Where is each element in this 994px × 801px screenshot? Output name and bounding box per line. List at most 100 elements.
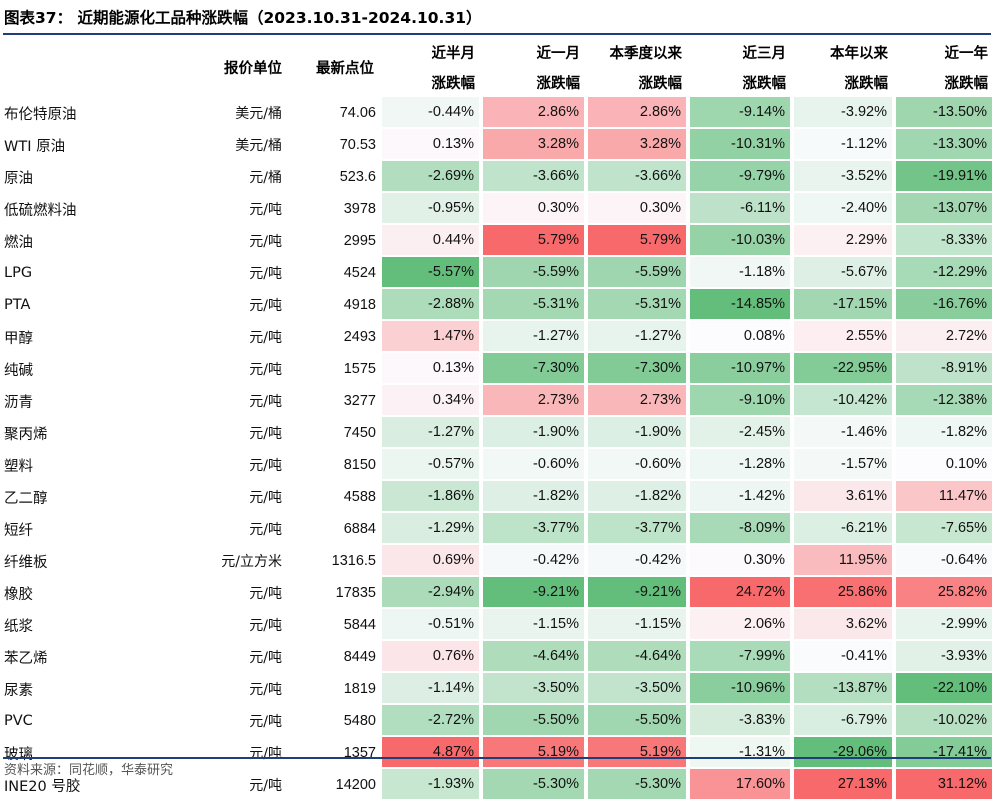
product-name: WTI 原油: [4, 138, 66, 155]
change-cell: -13.87%: [792, 673, 894, 705]
latest-price: 14200: [335, 777, 376, 793]
change-cell: -3.77%: [586, 513, 688, 545]
table-row: 短纤 元/吨 6884 -1.29% -3.77% -3.77% -8.09% -6.21% -…: [0, 513, 994, 545]
change-cell: -0.57%: [380, 449, 481, 481]
change-cell: 5.79%: [586, 225, 688, 257]
change-cell: -3.52%: [792, 161, 894, 193]
change-cell: -0.42%: [481, 545, 586, 577]
product-name: PVC: [4, 713, 33, 729]
change-cell: -9.79%: [688, 161, 792, 193]
change-cell: 0.13%: [380, 353, 481, 385]
change-cell: 11.47%: [894, 481, 994, 513]
change-cell: -1.31%: [688, 737, 792, 769]
change-cell: 0.08%: [688, 321, 792, 353]
change-cell: -1.27%: [586, 321, 688, 353]
product-name: 橡胶: [4, 586, 33, 603]
change-cell: -7.65%: [894, 513, 994, 545]
change-cell: 4.87%: [380, 737, 481, 769]
change-cell: 2.86%: [481, 97, 586, 129]
quote-unit: 美元/桶: [235, 106, 282, 122]
table-row: WTI 原油 美元/桶 70.53 0.13% 3.28% 3.28% -10.31% -1.…: [0, 129, 994, 161]
change-cell: -2.94%: [380, 577, 481, 609]
change-cell: -0.44%: [380, 97, 481, 129]
change-cell: -9.21%: [586, 577, 688, 609]
table-row: 聚丙烯 元/吨 7450 -1.27% -1.90% -1.90% -2.45% -1.46%…: [0, 417, 994, 449]
header-name-blank-2: [0, 67, 200, 97]
change-cell: 0.69%: [380, 545, 481, 577]
change-cell: 0.30%: [688, 545, 792, 577]
table-row: 甲醇 元/吨 2493 1.47% -1.27% -1.27% 0.08% 2.55% 2.72…: [0, 321, 994, 353]
change-cell: -5.59%: [586, 257, 688, 289]
change-cell: -9.21%: [481, 577, 586, 609]
change-cell: -2.99%: [894, 609, 994, 641]
change-cell: -10.97%: [688, 353, 792, 385]
change-cell: -6.79%: [792, 705, 894, 737]
change-cell: 2.73%: [586, 385, 688, 417]
product-name: 低硫燃料油: [4, 202, 77, 219]
header-name-blank: [0, 37, 200, 67]
quote-unit: 元/立方米: [221, 554, 282, 570]
change-cell: -17.15%: [792, 289, 894, 321]
latest-price: 4588: [343, 489, 376, 505]
product-name: 纯碱: [4, 362, 33, 379]
change-cell: -8.91%: [894, 353, 994, 385]
change-cell: 2.86%: [586, 97, 688, 129]
change-cell: 3.28%: [481, 129, 586, 161]
latest-price: 2493: [343, 329, 376, 345]
change-cell: -5.30%: [586, 769, 688, 801]
change-cell: -1.27%: [481, 321, 586, 353]
table-row: 乙二醇 元/吨 4588 -1.86% -1.82% -1.82% -1.42% 3.61% 1…: [0, 481, 994, 513]
change-cell: -19.91%: [894, 161, 994, 193]
change-cell: -10.42%: [792, 385, 894, 417]
change-cell: -1.46%: [792, 417, 894, 449]
change-cell: -3.66%: [481, 161, 586, 193]
header-unit: 报价单位: [224, 60, 282, 77]
change-cell: 25.82%: [894, 577, 994, 609]
quote-unit: 元/吨: [249, 394, 282, 410]
quote-unit: 元/吨: [249, 234, 282, 250]
table-row: 橡胶 元/吨 17835 -2.94% -9.21% -9.21% 24.72% 25.86%…: [0, 577, 994, 609]
figure-title: 图表37： 近期能源化工品种涨跌幅（2023.10.31-2024.10.31）: [4, 9, 482, 27]
quote-unit: 元/吨: [249, 330, 282, 346]
change-cell: -7.99%: [688, 641, 792, 673]
product-name: 沥青: [4, 394, 33, 411]
change-cell: 0.30%: [586, 193, 688, 225]
change-cell: -14.85%: [688, 289, 792, 321]
quote-unit: 元/吨: [249, 650, 282, 666]
change-cell: -1.15%: [481, 609, 586, 641]
latest-price: 74.06: [339, 105, 376, 121]
product-name: 短纤: [4, 522, 33, 539]
change-cell: 2.73%: [481, 385, 586, 417]
change-cell: 2.06%: [688, 609, 792, 641]
change-cell: -6.21%: [792, 513, 894, 545]
quote-unit: 元/吨: [249, 522, 282, 538]
change-cell: -13.50%: [894, 97, 994, 129]
change-cell: -0.60%: [481, 449, 586, 481]
change-cell: -10.03%: [688, 225, 792, 257]
table-row: 低硫燃料油 元/吨 3978 -0.95% 0.30% 0.30% -6.11% -2.40%…: [0, 193, 994, 225]
table-row: 苯乙烯 元/吨 8449 0.76% -4.64% -4.64% -7.99% -0.41% -…: [0, 641, 994, 673]
change-cell: -0.60%: [586, 449, 688, 481]
quote-unit: 元/吨: [249, 714, 282, 730]
table-row: 塑料 元/吨 8150 -0.57% -0.60% -0.60% -1.28% -1.57% 0…: [0, 449, 994, 481]
change-cell: -4.64%: [481, 641, 586, 673]
change-cell: -12.29%: [894, 257, 994, 289]
bottom-rule: [3, 757, 991, 759]
table-row: 尿素 元/吨 1819 -1.14% -3.50% -3.50% -10.96% -13.87…: [0, 673, 994, 705]
quote-unit: 元/吨: [249, 490, 282, 506]
change-cell: 0.76%: [380, 641, 481, 673]
change-cell: -1.12%: [792, 129, 894, 161]
table-row: 纸浆 元/吨 5844 -0.51% -1.15% -1.15% 2.06% 3.62% -2.…: [0, 609, 994, 641]
change-cell: 2.29%: [792, 225, 894, 257]
change-cell: -3.77%: [481, 513, 586, 545]
quote-unit: 元/吨: [249, 746, 282, 762]
quote-unit: 元/吨: [249, 778, 282, 794]
header-period-5-sub: 涨跌幅: [944, 75, 989, 92]
product-name: 聚丙烯: [4, 426, 48, 443]
change-cell: -16.76%: [894, 289, 994, 321]
change-cell: 5.19%: [481, 737, 586, 769]
change-cell: -1.57%: [792, 449, 894, 481]
latest-price: 1819: [343, 681, 376, 697]
change-cell: -1.82%: [894, 417, 994, 449]
change-cell: 24.72%: [688, 577, 792, 609]
